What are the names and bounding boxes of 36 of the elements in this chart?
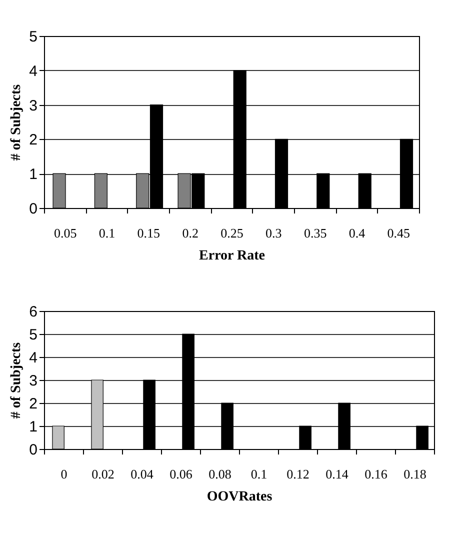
y-tick-label: 3	[29, 372, 38, 390]
y-tick-label: 1	[29, 166, 38, 184]
y-tick-label: 5	[29, 28, 38, 46]
y-tick-label: 5	[29, 326, 38, 344]
x-tick-label: 0.1	[250, 466, 268, 482]
y-tick-label: 2	[29, 132, 38, 149]
x-tick-label: 0.35	[304, 226, 327, 240]
x-tick-label: 0.12	[286, 466, 310, 482]
y-tick-label: 4	[29, 62, 38, 80]
x-tick-label: 0.04	[130, 466, 154, 482]
y-tick-label: 2	[29, 396, 38, 412]
x-tick-label: 0.3	[266, 226, 282, 240]
x-tick-label: 0.16	[364, 466, 388, 482]
y-tick-label: 0	[29, 200, 38, 218]
y-tick-label: 4	[29, 350, 38, 366]
x-tick-label: 0.08	[208, 466, 232, 482]
x-tick-label: 0.15	[137, 226, 160, 240]
x-tick-label: 0.2	[182, 226, 198, 240]
x-tick-label: 0.18	[404, 466, 426, 482]
y-tick-label: 3	[29, 97, 38, 114]
y-tick-label: 0	[29, 442, 38, 458]
x-tick-label: 0	[60, 466, 68, 482]
y-axis-title: # of Subjects	[9, 84, 24, 161]
y-axis-title: # of Subjects	[9, 342, 24, 419]
x-tick-label: 0.05	[54, 226, 77, 240]
x-tick-label: 0.25	[220, 226, 244, 240]
y-tick-label: 1	[29, 418, 38, 436]
x-tick-label: 0.06	[170, 466, 193, 482]
x-axis-title: OOVRates	[206, 490, 273, 504]
x-tick-label: 0.1	[98, 226, 116, 240]
x-axis-title: Error Rate	[199, 248, 265, 264]
x-tick-label: 0.14	[326, 466, 349, 482]
y-tick-label: 6	[29, 304, 38, 320]
x-tick-label: 0.02	[92, 466, 114, 482]
x-tick-label: 0.45	[387, 226, 410, 240]
x-tick-label: 0.4	[348, 226, 366, 240]
